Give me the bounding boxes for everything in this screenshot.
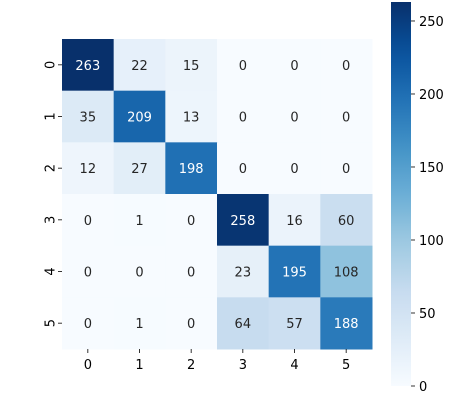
- heatmap-cell-r5-c5: [320, 297, 373, 350]
- cell-value-label: 0: [342, 59, 350, 74]
- cell-value-label: 27: [131, 162, 148, 177]
- x-tick-label: 1: [135, 358, 143, 373]
- x-tick-label: 0: [84, 358, 92, 373]
- heatmap-cell-r3-c1: [113, 194, 166, 247]
- heatmap-cell-r2-c5: [320, 142, 373, 195]
- cell-value-label: 0: [290, 162, 298, 177]
- heatmap-cell-r4-c1: [113, 245, 166, 298]
- heatmap-cell-r4-c0: [62, 245, 115, 298]
- colorbar-strip: [391, 2, 411, 386]
- colorbar: 0 50 100 150 200 250: [391, 2, 444, 395]
- heatmap-cell-r0-c1: [113, 39, 166, 92]
- cell-value-label: 22: [131, 59, 148, 74]
- cell-value-label: 209: [127, 111, 152, 126]
- heatmap-cell-r0-c4: [268, 39, 321, 92]
- heatmap-cell-r1-c1: [113, 90, 166, 143]
- y-tick-label: 1: [44, 112, 59, 120]
- heatmap-cell-r5-c1: [113, 297, 166, 350]
- heatmap-cell-r3-c4: [268, 194, 321, 247]
- heatmap-cell-r0-c3: [217, 39, 270, 92]
- cell-value-label: 0: [239, 111, 247, 126]
- cell-value-label: 35: [80, 111, 97, 126]
- cell-value-label: 23: [235, 266, 252, 281]
- heatmap-cell-r5-c3: [217, 297, 270, 350]
- heatmap-cell-r1-c3: [217, 90, 270, 143]
- x-tick-label: 3: [239, 358, 247, 373]
- colorbar-tick-label: 200: [419, 88, 444, 103]
- heatmap-cell-r5-c0: [62, 297, 115, 350]
- colorbar-tick-label: 0: [419, 380, 427, 395]
- heatmap-cell-r2-c1: [113, 142, 166, 195]
- cell-value-label: 0: [187, 214, 195, 229]
- y-axis-ticks: 0 1 2 3 4 5: [44, 61, 62, 327]
- heatmap-cell-r2-c3: [217, 142, 270, 195]
- heatmap-cells: 263 22 15 0 0 0 35 209 13 0 0 0 12 27 198 0 0 0 0 1 0 258 16 60…: [62, 39, 373, 350]
- heatmap-cell-r3-c2: [165, 194, 218, 247]
- x-tick-label: 4: [290, 358, 298, 373]
- x-tick-label: 5: [342, 358, 350, 373]
- cell-value-label: 263: [75, 59, 100, 74]
- heatmap-cell-r4-c2: [165, 245, 218, 298]
- cell-value-label: 108: [334, 266, 359, 281]
- cell-value-label: 0: [84, 214, 92, 229]
- cell-value-label: 60: [338, 214, 355, 229]
- heatmap-cell-r1-c2: [165, 90, 218, 143]
- heatmap-cell-r2-c2: [165, 142, 218, 195]
- x-tick-label: 2: [187, 358, 195, 373]
- heatmap-cell-r3-c5: [320, 194, 373, 247]
- heatmap-cell-r0-c2: [165, 39, 218, 92]
- colorbar-tick-label: 250: [419, 15, 444, 30]
- y-tick-label: 3: [44, 216, 59, 224]
- heatmap-cell-r3-c3: [217, 194, 270, 247]
- cell-value-label: 1: [135, 214, 143, 229]
- cell-value-label: 0: [84, 317, 92, 332]
- heatmap-cell-r0-c0: [62, 39, 115, 92]
- heatmap-cell-r2-c0: [62, 142, 115, 195]
- heatmap-cell-r5-c4: [268, 297, 321, 350]
- y-tick-label: 0: [44, 61, 59, 69]
- cell-value-label: 0: [187, 266, 195, 281]
- colorbar-tick-label: 150: [419, 161, 444, 176]
- cell-value-label: 0: [187, 317, 195, 332]
- cell-value-label: 12: [80, 162, 97, 177]
- heatmap-cell-r2-c4: [268, 142, 321, 195]
- cell-value-label: 13: [183, 111, 200, 126]
- heatmap-cell-r1-c5: [320, 90, 373, 143]
- y-tick-label: 2: [44, 164, 59, 172]
- heatmap-cell-r1-c4: [268, 90, 321, 143]
- cell-value-label: 0: [84, 266, 92, 281]
- y-tick-label: 4: [44, 267, 59, 275]
- heatmap-cell-r5-c2: [165, 297, 218, 350]
- cell-value-label: 64: [235, 317, 252, 332]
- colorbar-tick-label: 50: [419, 307, 436, 322]
- colorbar-tick-label: 100: [419, 234, 444, 249]
- cell-value-label: 258: [230, 214, 255, 229]
- cell-value-label: 188: [334, 317, 359, 332]
- cell-value-label: 57: [286, 317, 303, 332]
- cell-value-label: 15: [183, 59, 200, 74]
- heatmap-cell-r0-c5: [320, 39, 373, 92]
- cell-value-label: 0: [135, 266, 143, 281]
- heatmap-cell-r3-c0: [62, 194, 115, 247]
- cell-value-label: 0: [239, 162, 247, 177]
- cell-value-label: 16: [286, 214, 303, 229]
- cell-value-label: 0: [342, 162, 350, 177]
- cell-value-label: 195: [282, 266, 307, 281]
- cell-value-label: 0: [342, 111, 350, 126]
- cell-value-label: 0: [239, 59, 247, 74]
- x-axis-ticks: 0 1 2 3 4 5: [84, 349, 350, 373]
- heatmap-cell-r4-c4: [268, 245, 321, 298]
- cell-value-label: 0: [290, 59, 298, 74]
- heatmap-cell-r4-c5: [320, 245, 373, 298]
- heatmap-cell-r1-c0: [62, 90, 115, 143]
- y-tick-label: 5: [44, 319, 59, 327]
- heatmap-cell-r4-c3: [217, 245, 270, 298]
- cell-value-label: 198: [179, 162, 204, 177]
- cell-value-label: 0: [290, 111, 298, 126]
- cell-value-label: 1: [135, 317, 143, 332]
